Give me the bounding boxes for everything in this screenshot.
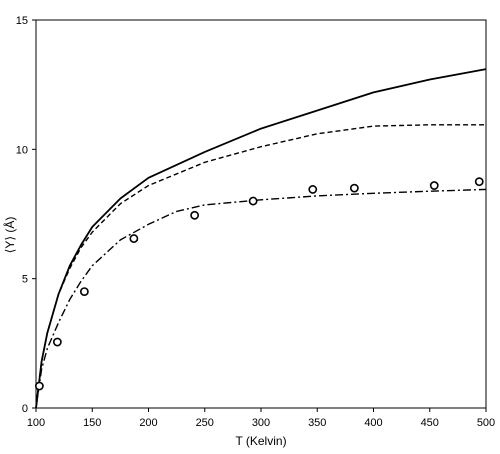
x-tick-label: 500 [477, 417, 495, 429]
x-axis-ticks: 100 150 200 250 300 350 400 450 500 [27, 408, 495, 429]
y-tick-label: 5 [22, 274, 28, 286]
data-point [474, 177, 484, 187]
data-point [349, 183, 359, 193]
data-point [308, 185, 318, 194]
x-axis-title: T (Kelvin) [235, 434, 286, 448]
y-tick-label: 15 [16, 15, 28, 27]
data-point [190, 210, 200, 220]
data-point [79, 287, 89, 296]
data-point [52, 337, 62, 347]
x-tick-label: 250 [196, 417, 214, 429]
data-point [129, 234, 139, 243]
y-axis-title: ⟨Y⟩ (Å) [2, 217, 17, 254]
series-line-solid [35, 68, 487, 409]
x-tick-label: 100 [27, 417, 45, 429]
data-point [248, 196, 258, 206]
data-point [429, 181, 439, 190]
plot-frame [35, 19, 487, 409]
y-axis-ticks: 0 5 10 15 [16, 15, 36, 415]
series-line-dash-dot [35, 188, 487, 409]
series-line-dashed [35, 124, 486, 409]
series-layer [34, 68, 487, 409]
x-tick-label: 450 [421, 417, 439, 429]
x-tick-label: 150 [83, 417, 101, 429]
y-tick-label: 0 [22, 403, 28, 415]
data-point [34, 381, 44, 391]
x-tick-label: 400 [364, 417, 382, 429]
x-tick-label: 200 [139, 417, 157, 429]
x-tick-label: 300 [252, 417, 270, 429]
x-tick-label: 350 [308, 417, 326, 429]
y-tick-label: 10 [16, 144, 28, 156]
